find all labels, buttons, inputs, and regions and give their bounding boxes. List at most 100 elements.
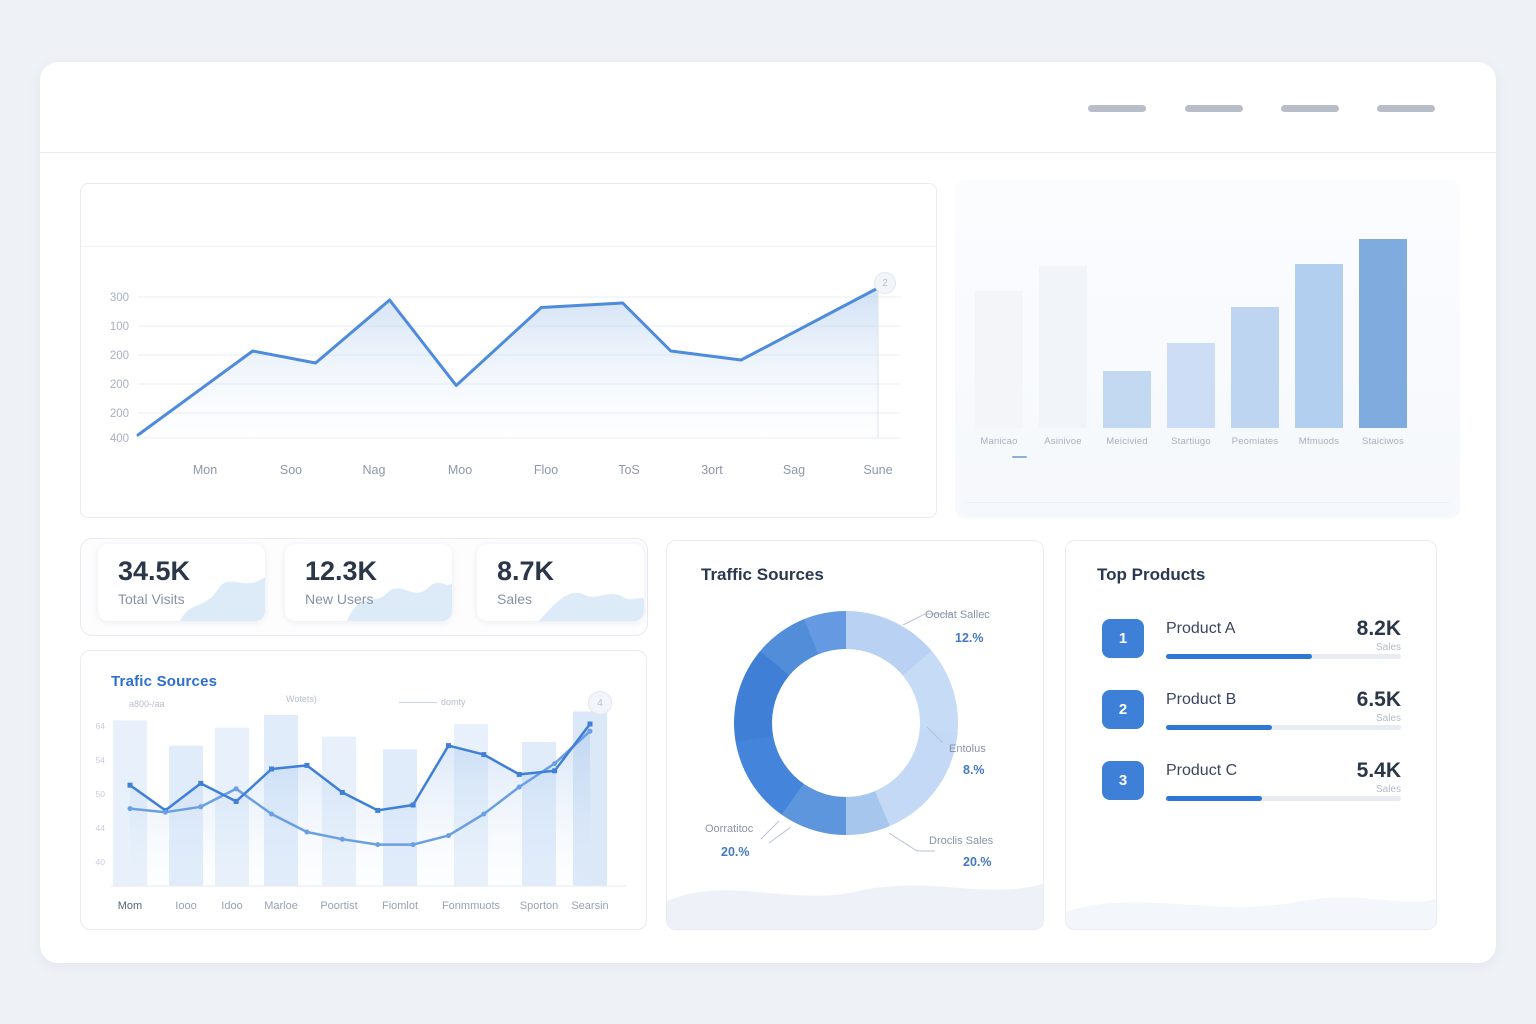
product-row-c[interactable]: 3 Product C 5.4K Sales: [1066, 759, 1436, 823]
marker-square: [304, 762, 310, 768]
category-bar-label: Staiciwos: [1362, 436, 1404, 447]
category-bar[interactable]: [1103, 371, 1151, 428]
wave-decoration: [1066, 897, 1436, 929]
donut-callout-value: 12.%: [955, 631, 984, 645]
marker-dot: [127, 806, 133, 812]
product-caption: Sales: [1375, 642, 1401, 653]
product-value: 6.5K: [1356, 688, 1401, 711]
marker-square: [375, 807, 381, 813]
category-bar-label: Startiugo: [1171, 436, 1211, 447]
stat-card-total-visits[interactable]: 34.5K Total Visits: [98, 544, 265, 621]
product-value: 8.2K: [1356, 617, 1401, 640]
marker-square: [410, 802, 416, 808]
product-name: Product C: [1166, 762, 1238, 779]
y-axis-tick: 200: [110, 408, 129, 420]
marker-square: [552, 768, 558, 774]
top-products-card: Top Products 1 Product A 8.2K Sales 2 Pr…: [1065, 540, 1437, 930]
traffic-line-b: [129, 730, 591, 846]
x-axis-label: Mon: [193, 463, 217, 477]
marker-square: [339, 789, 345, 795]
visits-chart-badge-button[interactable]: 2: [874, 272, 896, 294]
stat-value: 12.3K: [305, 556, 378, 586]
combo-chart-title: Trafic Sources: [111, 673, 218, 690]
x-axis-label: Nag: [363, 463, 386, 477]
x-axis-label: Searsin: [571, 900, 608, 912]
product-caption: Sales: [1375, 784, 1401, 795]
product-row-b[interactable]: 2 Product B 6.5K Sales: [1066, 688, 1436, 752]
category-bar[interactable]: [1039, 266, 1087, 428]
x-axis-label: Sporton: [520, 900, 559, 912]
marker-dot: [162, 809, 168, 815]
donut-callout-value: 20.%: [963, 855, 992, 869]
marker-dot: [198, 804, 204, 810]
marker-dot: [269, 811, 275, 817]
rank-badge: 3: [1102, 761, 1144, 800]
visits-line-chart: 300 100 200 200 200 400 Mon Soo Nag Moo Floo ToS 3or…: [110, 286, 901, 477]
category-bar-label: Asinivoe: [1044, 436, 1082, 447]
progress-track: [1166, 725, 1401, 730]
bar-label-underline: [1012, 456, 1027, 458]
stat-value: 34.5K: [118, 556, 191, 586]
y-axis-tick: 54: [96, 755, 106, 765]
nav-placeholder-4[interactable]: [1377, 105, 1435, 112]
visits-line: [136, 286, 880, 437]
traffic-combo-chart: 64 54 50 44 40 Mom Iooo Idoo Marloe Poortist Fioml…: [96, 711, 626, 912]
donut-callout-label: Oorratitoc: [705, 823, 754, 835]
stat-label: Total Visits: [118, 591, 185, 607]
product-name: Product B: [1166, 691, 1237, 708]
x-axis-label: Soo: [280, 463, 302, 477]
progress-track: [1166, 796, 1401, 801]
chart-annotation: a800-/aa: [129, 699, 165, 709]
annotation-leader-line: [399, 702, 437, 703]
stat-card-sales[interactable]: 8.7K Sales: [477, 544, 644, 621]
product-name: Product A: [1166, 620, 1236, 637]
top-navbar: [40, 62, 1496, 153]
traffic-sources-donut-card: Traffic Sources Ooclat Sallec 12.% Entol…: [666, 540, 1044, 930]
sparkline-decoration: [180, 577, 265, 621]
nav-placeholder-2[interactable]: [1185, 105, 1243, 112]
x-axis-label: Moo: [448, 463, 472, 477]
stat-card-new-users[interactable]: 12.3K New Users: [285, 544, 452, 621]
progress-track: [1166, 654, 1401, 659]
product-row-a[interactable]: 1 Product A 8.2K Sales: [1066, 617, 1436, 681]
stat-label: New Users: [305, 591, 374, 607]
sparkline-decoration: [539, 592, 644, 621]
y-axis-tick: 40: [96, 857, 106, 867]
x-axis-label: Idoo: [221, 900, 242, 912]
category-bar-label: Mfmuods: [1298, 436, 1340, 447]
traffic-line-a: [129, 723, 591, 812]
combo-chart-badge-button[interactable]: 4: [588, 691, 612, 715]
product-caption: Sales: [1375, 713, 1401, 724]
progress-fill: [1166, 654, 1312, 659]
donut-callout-value: 20.%: [721, 845, 750, 859]
x-axis-label: Mom: [118, 900, 142, 912]
marker-dot: [410, 842, 416, 848]
marker-dot: [516, 784, 522, 790]
x-axis-label: 3ort: [701, 463, 723, 477]
category-bar[interactable]: [1359, 239, 1407, 428]
y-axis-tick: 100: [110, 321, 129, 333]
x-axis-label: Fonmmuots: [442, 900, 501, 912]
marker-square: [445, 743, 451, 749]
marker-dot: [339, 836, 345, 842]
y-axis-tick: 200: [110, 350, 129, 362]
marker-square: [269, 766, 275, 772]
marker-square: [481, 752, 487, 758]
category-bar[interactable]: [975, 291, 1023, 428]
y-axis-tick: 200: [110, 379, 129, 391]
marker-dot: [552, 761, 558, 767]
visits-line-chart-card: 300 100 200 200 200 400 Mon Soo Nag Moo Floo ToS 3or…: [80, 183, 937, 518]
rank-badge: 2: [1102, 690, 1144, 729]
donut-callout-value: 8.%: [963, 763, 985, 777]
nav-placeholder-3[interactable]: [1281, 105, 1339, 112]
category-bar[interactable]: [1231, 307, 1279, 428]
nav-placeholder-1[interactable]: [1088, 105, 1146, 112]
marker-dot: [587, 728, 593, 734]
stat-label: Sales: [497, 591, 533, 607]
category-bar[interactable]: [1295, 264, 1343, 428]
category-bar[interactable]: [1167, 343, 1215, 428]
rank-badge: 1: [1102, 619, 1144, 658]
donut-callout-label: Droclis Sales: [929, 835, 994, 847]
marker-dot: [304, 829, 310, 835]
y-axis-tick: 300: [110, 292, 129, 304]
